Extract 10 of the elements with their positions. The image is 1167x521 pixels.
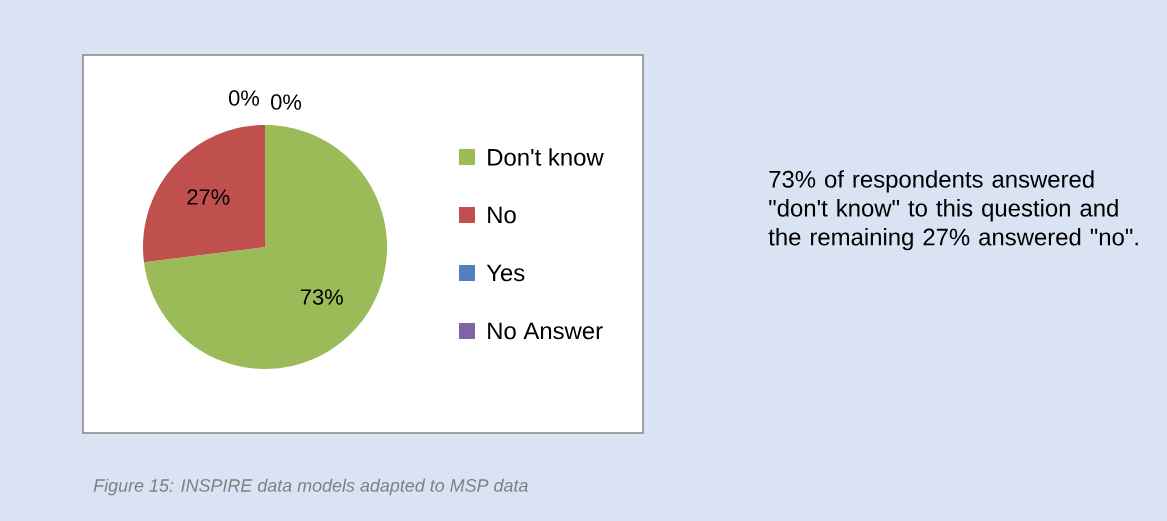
- text: 0%: [228, 90, 260, 106]
- caption: Figure 15: INSPIRE data models adapted to MSP data: [93, 478, 528, 496]
- legend-label: No: [488, 206, 516, 224]
- text: 73% of respondents answered "don't know" to this question and the remaining 27% answered "no".: [768, 170, 1138, 251]
- text: 0%: [271, 94, 302, 110]
- legend-label: Yes: [486, 264, 525, 282]
- data-label: 73%: [300, 289, 343, 305]
- data-label: 27%: [187, 189, 230, 205]
- legend-label: No Answer: [488, 322, 603, 340]
- legend-label: Don't know: [488, 148, 604, 166]
